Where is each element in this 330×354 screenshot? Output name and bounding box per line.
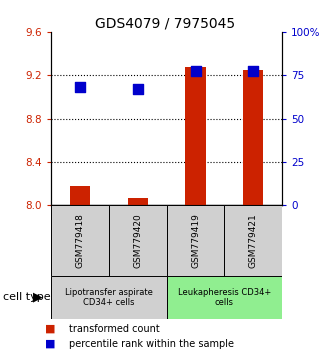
Bar	[70, 186, 90, 205]
Text: percentile rank within the sample: percentile rank within the sample	[69, 339, 234, 349]
Text: GSM779421: GSM779421	[249, 213, 258, 268]
Text: GSM779420: GSM779420	[133, 213, 142, 268]
Text: Lipotransfer aspirate
CD34+ cells: Lipotransfer aspirate CD34+ cells	[65, 288, 153, 307]
Point	[77, 84, 82, 90]
Text: GDS4079 / 7975045: GDS4079 / 7975045	[95, 16, 235, 30]
Bar	[51, 205, 109, 276]
Bar	[51, 276, 167, 319]
Text: cell type: cell type	[3, 292, 51, 302]
Point	[193, 69, 198, 74]
Text: ■: ■	[45, 339, 55, 349]
Text: ▶: ▶	[33, 291, 43, 304]
Bar	[224, 205, 282, 276]
Bar	[243, 70, 263, 205]
Bar	[185, 67, 206, 205]
Text: transformed count: transformed count	[69, 324, 160, 333]
Text: ■: ■	[45, 324, 55, 333]
Bar	[109, 205, 167, 276]
Text: GSM779418: GSM779418	[76, 213, 84, 268]
Bar	[167, 276, 282, 319]
Text: Leukapheresis CD34+
cells: Leukapheresis CD34+ cells	[178, 288, 271, 307]
Bar	[167, 205, 224, 276]
Point	[251, 68, 256, 74]
Point	[135, 86, 140, 92]
Text: GSM779419: GSM779419	[191, 213, 200, 268]
Bar	[128, 198, 148, 205]
